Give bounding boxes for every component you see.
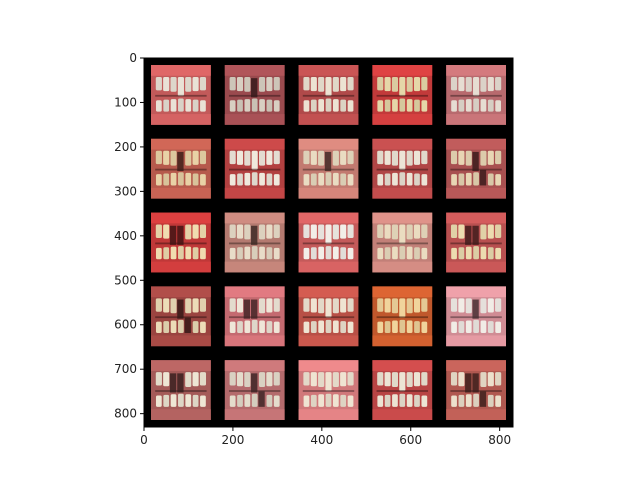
axes-frame xyxy=(143,57,514,428)
teeth-photo-tile xyxy=(298,212,359,273)
x-tick-label: 200 xyxy=(221,433,244,447)
y-tick-label: 500 xyxy=(114,273,137,287)
teeth-photo-tile xyxy=(298,65,359,125)
teeth-photo-tile xyxy=(372,138,433,199)
teeth-photo-tile xyxy=(298,138,359,199)
teeth-photo-tile xyxy=(372,286,433,347)
teeth-photo-tile xyxy=(446,65,506,125)
y-tick-label: 400 xyxy=(114,229,137,243)
teeth-photo-tile xyxy=(151,212,211,273)
x-tick-label: 0 xyxy=(140,433,148,447)
x-tick-label: 800 xyxy=(488,433,511,447)
teeth-photo-tile xyxy=(446,212,506,273)
y-tick-label: 0 xyxy=(129,51,137,65)
y-tick-label: 700 xyxy=(114,362,137,376)
teeth-photo-tile xyxy=(224,212,285,273)
teeth-photo-tile xyxy=(298,360,359,420)
teeth-photo-tile xyxy=(151,138,211,199)
teeth-photo-tile xyxy=(372,360,433,420)
teeth-photo-tile xyxy=(151,286,211,347)
teeth-photo-tile xyxy=(224,65,285,125)
y-tick-label: 600 xyxy=(114,318,137,332)
teeth-photo-tile xyxy=(224,360,285,420)
x-tick-label: 600 xyxy=(399,433,422,447)
teeth-photo-tile xyxy=(446,360,506,420)
teeth-photo-tile xyxy=(372,65,433,125)
teeth-photo-tile xyxy=(224,286,285,347)
teeth-photo-tile xyxy=(298,286,359,347)
x-tick-label: 400 xyxy=(310,433,333,447)
teeth-photo-tile xyxy=(224,138,285,199)
teeth-photo-tile xyxy=(446,138,506,199)
teeth-photo-tile xyxy=(372,212,433,273)
y-tick-label: 800 xyxy=(114,407,137,421)
y-tick-label: 100 xyxy=(114,95,137,109)
image-grid xyxy=(144,58,513,427)
y-tick-label: 300 xyxy=(114,184,137,198)
teeth-photo-tile xyxy=(151,360,211,420)
y-tick-label: 200 xyxy=(114,140,137,154)
teeth-photo-tile xyxy=(446,286,506,347)
teeth-photo-tile xyxy=(151,65,211,125)
